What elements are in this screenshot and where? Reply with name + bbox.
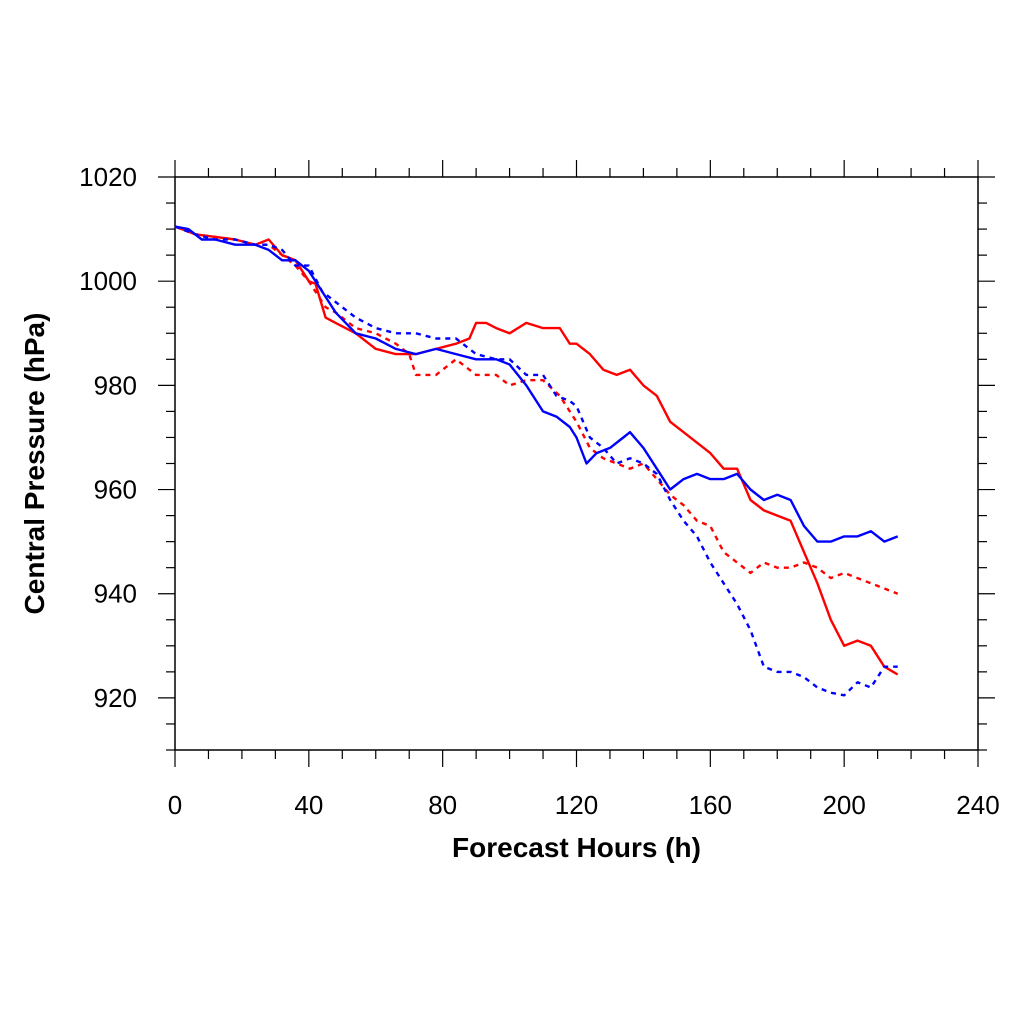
y-tick-label: 1000	[79, 266, 137, 296]
x-axis-ticks: 0 40 80 120 160 200 240	[168, 160, 1000, 820]
x-tick-label: 160	[689, 790, 732, 820]
series-line-2	[174, 225, 899, 595]
x-tick-label: 120	[555, 790, 598, 820]
x-tick-label: 200	[822, 790, 865, 820]
x-tick-label: 240	[956, 790, 999, 820]
y-tick-label: 960	[94, 475, 137, 505]
y-tick-label: 940	[94, 579, 137, 609]
x-tick-label: 0	[168, 790, 182, 820]
y-tick-label: 980	[94, 370, 137, 400]
series-line-4	[174, 225, 898, 697]
plot-frame	[174, 176, 979, 751]
series-lines	[174, 225, 899, 697]
x-tick-label: 40	[294, 790, 323, 820]
x-axis-title: Forecast Hours (h)	[452, 832, 701, 863]
series-line-1	[174, 225, 899, 676]
series-line-3	[174, 225, 899, 543]
x-tick-label: 80	[428, 790, 457, 820]
y-axis-ticks: 920 940 960 980 1000 1020	[79, 162, 995, 751]
y-tick-label: 1020	[79, 162, 137, 192]
y-axis-title: Central Pressure (hPa)	[19, 313, 50, 615]
y-tick-label: 920	[94, 683, 137, 713]
